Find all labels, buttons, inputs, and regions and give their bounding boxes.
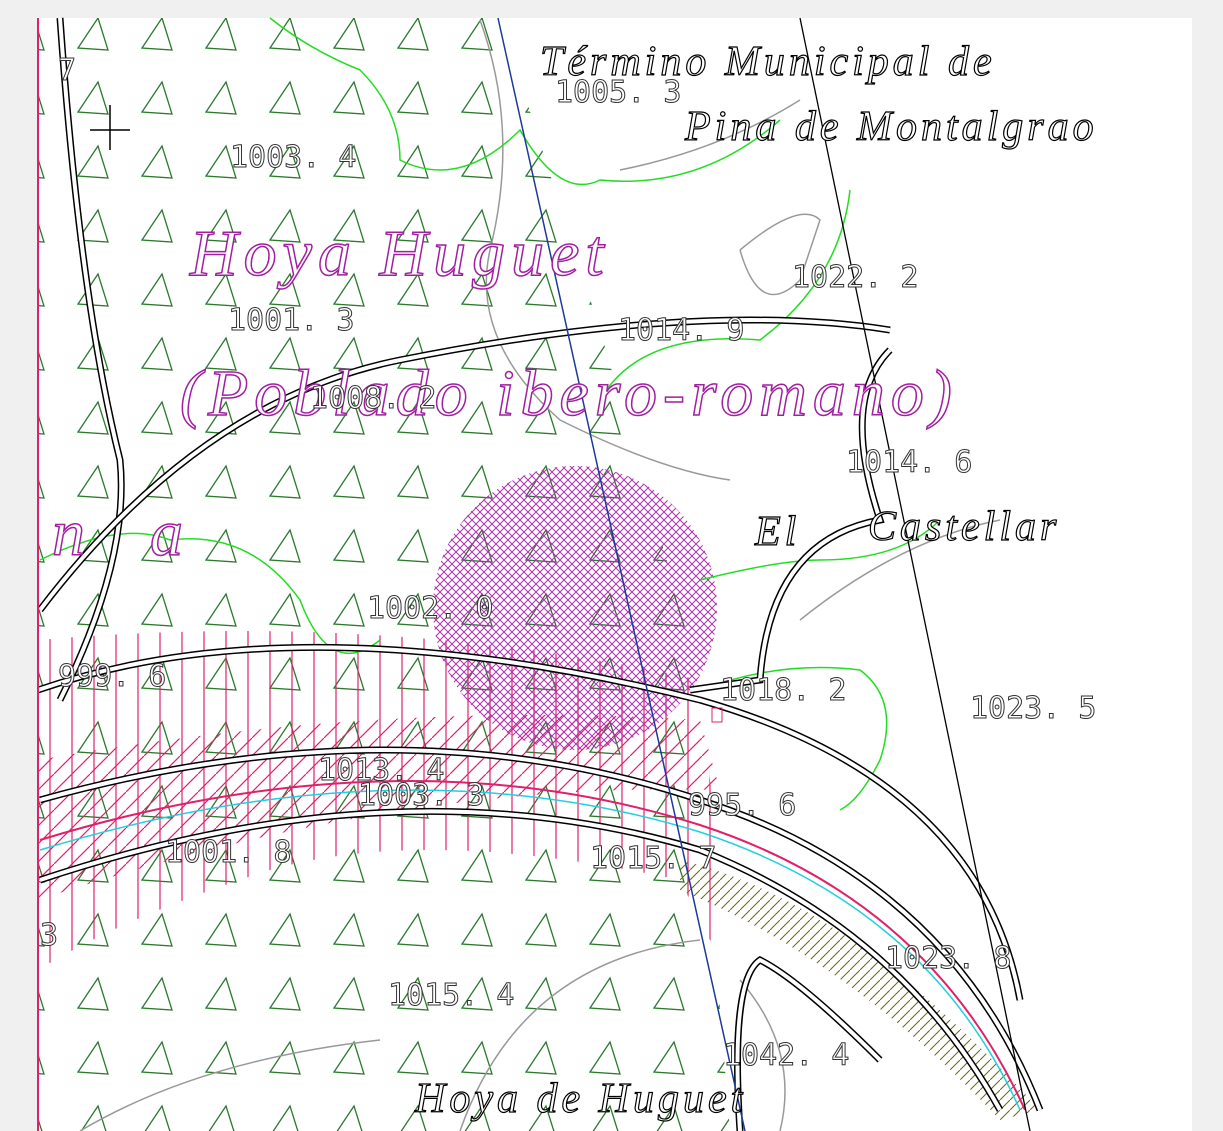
elevation-label: 995. 6 — [688, 788, 796, 823]
map-label: Pina de Montalgrao — [684, 104, 1098, 150]
elevation-label: 1008. 2 — [310, 381, 436, 416]
roads — [36, 17, 1044, 1131]
building — [711, 707, 723, 723]
elevation-label: 1015. 7 — [590, 841, 716, 876]
site-area — [433, 466, 717, 750]
map-label: El — [754, 509, 800, 555]
map-label: Castellar — [868, 504, 1060, 550]
elevation-label: 999. 6 — [58, 659, 166, 694]
map-label: Hoya Huguet — [189, 217, 610, 290]
map-label: a — [150, 497, 189, 570]
municipal-boundary — [799, 17, 1031, 1131]
elevation-label: 1022. 2 — [792, 260, 918, 295]
elevation-label: 1018. 2 — [720, 673, 846, 708]
labels: Término Municipal de Pina de Montalgrao Ho… — [40, 38, 1098, 1122]
elevation-label: 1001. 8 — [165, 835, 291, 870]
slope-hatch — [680, 860, 1040, 1120]
map-label: Hoya de Huguet — [414, 1076, 746, 1122]
elevation-label: 1042. 4 — [723, 1038, 849, 1073]
elevation-label: 1014. 6 — [846, 445, 972, 480]
elevation-label: 1023. 5 — [970, 691, 1096, 726]
map-label: Término Municipal de — [540, 39, 996, 85]
elevation-label: 1013. 4 — [318, 753, 444, 788]
elevation-label: 1001. 3 — [228, 303, 354, 338]
elevation-label: 1023. 8 — [885, 941, 1011, 976]
elevation-label: 1003. 4 — [230, 140, 356, 175]
grid-cross — [90, 105, 130, 150]
map-label: 3 — [40, 918, 58, 953]
elevation-label: 1005. 3 — [555, 75, 681, 110]
elevation-label: 1015. 4 — [388, 978, 514, 1013]
elevation-label: 1002. 0 — [367, 591, 493, 626]
map-label: (Poblado ibero-romano) — [180, 357, 958, 430]
elevation-label: 1014. 9 — [618, 313, 744, 348]
boundary-blue — [497, 17, 746, 1131]
map-label: 7 — [58, 53, 76, 88]
elevation-label: 1003. 3 — [358, 778, 484, 813]
map-label: n — [52, 497, 91, 570]
contours — [79, 19, 1001, 1131]
